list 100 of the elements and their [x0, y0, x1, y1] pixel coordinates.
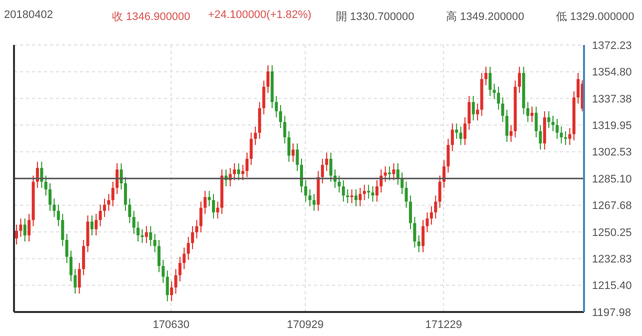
candlestick: [468, 95, 471, 130]
candlestick: [371, 186, 374, 202]
candlestick: [400, 172, 404, 194]
y-tick-label: 1197.98: [592, 306, 631, 319]
candlestick: [434, 195, 438, 219]
candlestick: [128, 198, 132, 224]
y-tick-label: 1267.68: [592, 200, 632, 212]
candlestick: [283, 115, 286, 144]
candlestick: [534, 106, 538, 138]
candlestick: [455, 123, 458, 140]
candlestick: [292, 142, 295, 162]
candlestick: [74, 268, 77, 294]
y-tick-label: 1232.83: [592, 254, 632, 266]
candlestick: [476, 103, 480, 121]
candlestick: [144, 226, 148, 244]
candlestick: [312, 193, 316, 212]
candlestick: [396, 162, 400, 186]
x-tick-label: 170929: [286, 318, 324, 331]
candlestick: [492, 83, 496, 100]
candlestick: [136, 221, 140, 242]
candlestick: [320, 158, 324, 184]
candlestick: [170, 280, 174, 302]
candlestick: [48, 182, 52, 212]
candlestick: [446, 138, 450, 174]
candlestick: [195, 220, 198, 239]
candlestick: [325, 152, 328, 172]
candlestick: [510, 124, 513, 142]
y-tick-label: 1215.40: [592, 280, 632, 292]
candlestick: [232, 162, 236, 181]
candlestick: [241, 164, 244, 181]
candlestick: [338, 175, 341, 193]
candlestick: [266, 64, 270, 94]
y-tick-label: 1337.38: [592, 93, 632, 106]
candlestick: [358, 187, 362, 207]
candlestick: [56, 204, 60, 227]
candlestick: [52, 198, 56, 218]
candlestick: [304, 180, 308, 202]
y-tick-label: 1302.53: [592, 146, 632, 159]
candlestick: [526, 102, 530, 122]
candlestick: [556, 118, 559, 140]
candlestick: [44, 175, 48, 196]
candlestick: [488, 66, 492, 96]
candlestick: [308, 188, 312, 207]
candlestick: [250, 132, 253, 166]
candlestick: [417, 234, 420, 253]
candlestick: [246, 152, 249, 178]
candlestick: [392, 162, 396, 181]
candlestick: [199, 201, 202, 233]
candlestick: [564, 130, 568, 146]
y-tick-label: 1250.25: [592, 226, 632, 239]
y-tick-label: 1372.23: [592, 40, 632, 52]
candlestick: [560, 126, 563, 144]
candlestick: [375, 180, 378, 202]
y-tick-label: 1354.80: [592, 66, 632, 79]
candlestick: [438, 175, 442, 208]
candlestick: [69, 250, 72, 282]
candlestick: [568, 128, 572, 146]
candlestick: [426, 212, 429, 233]
x-tick-label: 171229: [425, 318, 462, 331]
candlestick: [162, 259, 165, 284]
candlestick: [300, 158, 303, 193]
candlestick: [65, 233, 68, 264]
candlestick: [254, 126, 257, 146]
candlestick: [140, 228, 144, 244]
candlestick: [78, 262, 81, 294]
candlestick: [174, 268, 178, 294]
candlestick: [111, 181, 114, 207]
candlestick: [178, 256, 182, 282]
text: +24.100000(+1.82%): [208, 9, 312, 21]
candlestick: [15, 224, 18, 246]
candlestick: [518, 66, 521, 94]
candlestick: [463, 116, 466, 146]
candlestick: [107, 193, 110, 212]
candlestick: [329, 152, 332, 182]
candlestick: [388, 166, 392, 181]
text: 低 1329.000000: [556, 10, 634, 24]
candlestick: [158, 239, 160, 273]
candlestick: [496, 86, 500, 110]
candlestick: [342, 180, 345, 202]
candlestick: [262, 80, 266, 115]
candlestick: [208, 190, 211, 207]
candlestick: [576, 72, 580, 104]
candlestick: [538, 124, 542, 150]
candlestick: [408, 195, 412, 230]
text: 20180402: [4, 9, 53, 21]
candlestick: [204, 190, 207, 214]
candlestick: [166, 270, 169, 302]
x-tick-label: 170630: [152, 318, 190, 331]
candlestick: [212, 193, 215, 219]
candlestick: [484, 66, 488, 86]
candlestick: [124, 176, 127, 212]
candlestick: [530, 106, 534, 122]
candlestick: [120, 162, 123, 190]
candlestick: [28, 213, 31, 242]
candlestick: [367, 184, 370, 200]
candlestick: [287, 130, 290, 162]
candlestick: [450, 123, 454, 152]
candlestick: [186, 236, 190, 260]
candlestick: [90, 214, 94, 236]
candlestick: [19, 218, 22, 238]
